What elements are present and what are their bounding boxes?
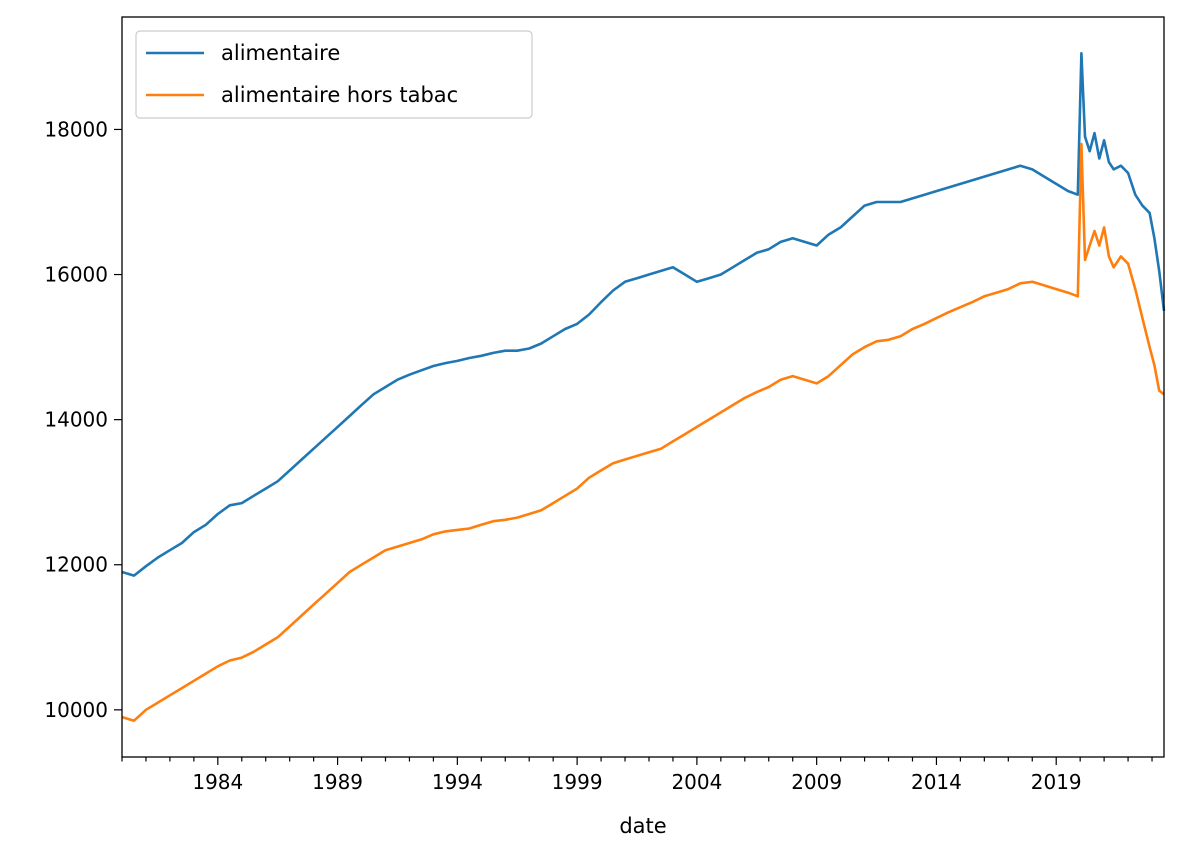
y-tick-label: 12000 — [44, 553, 108, 577]
x-axis: 1984 1989 1994 1999 2004 2009 2014 2019 — [121, 757, 1153, 794]
x-tick-label: 1989 — [312, 770, 363, 794]
x-tick-label: 2009 — [791, 770, 842, 794]
plot-frame — [121, 16, 1165, 758]
series-layer — [121, 52, 1166, 722]
y-tick-label: 10000 — [44, 698, 108, 722]
x-tick-label: 1994 — [432, 770, 483, 794]
x-tick-label: 2019 — [1031, 770, 1082, 794]
legend-box — [135, 30, 533, 119]
x-tick-label: 1984 — [192, 770, 243, 794]
legend-label-1: alimentaire hors tabac — [221, 83, 458, 107]
series-line-1 — [121, 142, 1165, 722]
x-tick-label: 2014 — [911, 770, 962, 794]
x-axis-label: date — [619, 814, 666, 838]
y-axis: 10000 12000 14000 16000 18000 — [44, 117, 122, 722]
x-tick-label: 1999 — [552, 770, 603, 794]
y-tick-label: 18000 — [44, 117, 108, 141]
x-tick-label: 2004 — [671, 770, 722, 794]
legend-label-0: alimentaire — [221, 41, 340, 65]
y-tick-label: 14000 — [44, 408, 108, 432]
legend: alimentaire alimentaire hors tabac — [135, 30, 533, 119]
series-line-0 — [121, 52, 1166, 577]
y-tick-label: 16000 — [44, 263, 108, 287]
